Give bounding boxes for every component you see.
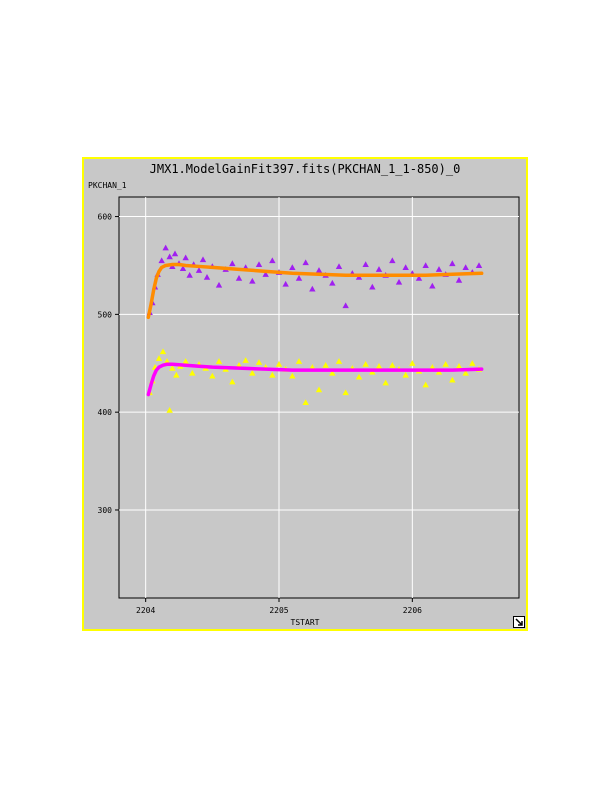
series-0-point-11 (182, 254, 189, 261)
chart-title: JMX1.ModelGainFit397.fits(PKCHAN_1_1-850… (149, 162, 461, 176)
series-2-point-44 (409, 360, 416, 366)
series-2-point-32 (329, 369, 336, 376)
series-2-point-33 (335, 358, 343, 364)
series-2-point-31 (322, 362, 329, 368)
series-0-point-16 (203, 274, 211, 280)
series-2-point-21 (255, 359, 263, 365)
series-2-point-28 (302, 399, 309, 405)
series-0-point-51 (435, 266, 443, 272)
series-0-point-50 (429, 282, 436, 289)
y-tick-label-3: 600 (98, 213, 113, 222)
series-2-point-30 (315, 386, 323, 393)
series-0-point-57 (475, 262, 483, 269)
series-0-point-24 (255, 261, 263, 268)
series-0-point-14 (195, 267, 203, 273)
series-0-point-55 (462, 264, 469, 270)
series-2-point-51 (455, 363, 463, 369)
series-2-point-27 (295, 358, 303, 364)
series-0-point-54 (455, 276, 463, 283)
series-2-point-17 (229, 378, 236, 385)
series-2-point-29 (309, 363, 316, 370)
series-0-point-21 (235, 274, 243, 281)
series-2-point-19 (242, 357, 249, 363)
series-2-point-46 (422, 381, 429, 388)
y-tick-label-2: 500 (98, 310, 113, 319)
series-0-point-25 (262, 271, 269, 277)
plot-frame: JMX1.ModelGainFit397.fits(PKCHAN_1_1-850… (82, 157, 528, 631)
series-2-point-11 (189, 369, 196, 376)
series-0-point-35 (329, 279, 336, 286)
series-0-point-15 (199, 256, 207, 263)
series-0-point-46 (402, 264, 409, 270)
resize-handle[interactable] (513, 616, 525, 628)
series-0-point-48 (415, 274, 423, 281)
x-tick-label-2: 2206 (403, 606, 422, 615)
series-2-point-8 (173, 371, 180, 378)
series-2-point-43 (402, 371, 409, 378)
y-tick-label-1: 400 (98, 408, 113, 417)
series-0-point-29 (289, 264, 296, 270)
series-0-point-6 (166, 253, 173, 260)
series-0-point-4 (158, 257, 165, 264)
x-axis-label: TSTART (290, 618, 320, 627)
resize-arrow-icon (515, 618, 523, 626)
series-0-point-28 (282, 280, 289, 287)
series-0-point-45 (395, 278, 403, 285)
series-0-point-12 (186, 272, 193, 278)
series-0-point-8 (171, 250, 179, 257)
series-0-point-31 (302, 259, 309, 266)
series-0-point-10 (179, 265, 187, 271)
series-0-point-36 (335, 263, 343, 270)
series-2-point-47 (429, 363, 436, 370)
series-0-point-32 (309, 285, 316, 292)
series-0-point-30 (295, 274, 303, 281)
series-2-point-6 (166, 407, 173, 413)
series-0-point-49 (422, 262, 429, 269)
series-2-point-52 (462, 369, 469, 376)
series-2-point-10 (182, 358, 189, 364)
series-2-point-53 (469, 360, 476, 366)
series-0-point-20 (229, 260, 236, 267)
series-2-point-20 (249, 369, 256, 376)
series-0-point-53 (449, 260, 456, 267)
series-0-point-23 (249, 277, 256, 284)
series-0-point-37 (342, 302, 349, 309)
series-2-point-5 (163, 358, 171, 364)
series-2-point-3 (155, 355, 163, 361)
series-2-point-34 (342, 389, 349, 396)
x-tick-label-0: 2204 (136, 606, 155, 615)
series-3-line (146, 362, 484, 397)
series-2-point-49 (442, 361, 449, 367)
series-2-point-41 (389, 362, 396, 368)
series-2-point-50 (449, 376, 456, 383)
x-tick-label-1: 2205 (269, 606, 288, 615)
series-2-point-37 (362, 361, 369, 367)
series-2-point-15 (215, 358, 223, 364)
series-2-point-14 (209, 372, 216, 379)
series-0-point-33 (315, 267, 323, 273)
series-2-point-39 (375, 363, 383, 369)
series-0-point-18 (215, 281, 223, 288)
series-0-point-44 (389, 257, 396, 264)
series-2-point-23 (269, 371, 276, 378)
series-0-point-5 (162, 244, 169, 251)
series-2-point-36 (355, 373, 363, 380)
series-2-point-24 (275, 361, 283, 367)
series-0-point-42 (375, 266, 383, 272)
series-0-point-26 (269, 257, 276, 264)
series-1-line (146, 262, 484, 320)
y-tick-label-0: 300 (98, 506, 113, 515)
series-2-point-7 (169, 364, 176, 371)
plot-background (118, 196, 520, 599)
series-0-point-41 (369, 283, 376, 290)
series-2-point-26 (289, 372, 296, 379)
series-2-point-40 (382, 379, 389, 386)
series-0-point-40 (362, 261, 369, 268)
y-axis-label: PKCHAN_1 (88, 181, 127, 190)
series-2-point-18 (235, 362, 243, 368)
series-2-point-4 (159, 348, 167, 355)
plot-area: 2204 2205 2206 300 400 500 600 (98, 196, 520, 615)
